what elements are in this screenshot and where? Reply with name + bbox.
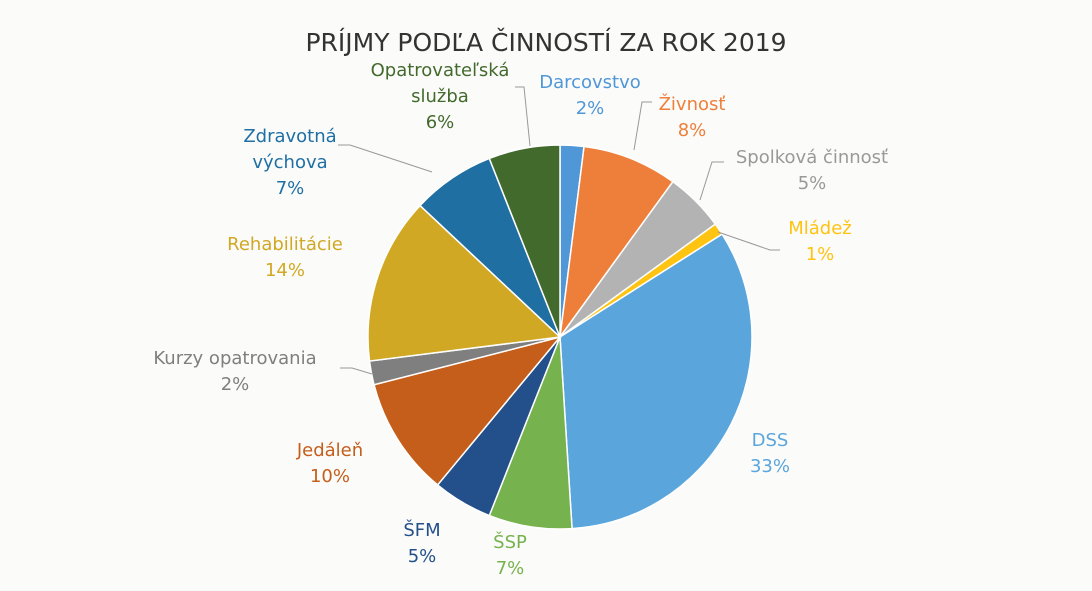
pie-slice: [488, 144, 561, 338]
value-label: 14%: [264, 260, 305, 281]
data-label: Zdravotná výchova 7%: [220, 124, 360, 202]
category-label: Jedáleň: [296, 440, 364, 461]
pie-slice: [373, 335, 563, 486]
value-label: 7%: [495, 558, 525, 579]
data-label: Spolková činnosť 5%: [702, 145, 922, 197]
category-label: Spolková činnosť: [735, 147, 889, 168]
data-label: Mládež 1%: [770, 216, 870, 268]
data-label: Živnosť 8%: [632, 92, 752, 144]
category-label: Opatrovateľská služba: [370, 60, 510, 107]
value-label: 8%: [677, 120, 707, 141]
value-label: 5%: [797, 173, 827, 194]
chart-title: PRÍJMY PODĽA ČINNOSTÍ ZA ROK 2019: [305, 28, 787, 57]
category-label: Rehabilitácie: [227, 234, 343, 255]
pie-slice: [367, 204, 562, 362]
leader-line: [699, 161, 724, 201]
value-label: 5%: [407, 546, 437, 567]
category-label: Zdravotná výchova: [243, 126, 337, 173]
value-label: 6%: [425, 112, 455, 133]
value-label: 10%: [309, 466, 350, 487]
category-label: Živnosť: [658, 94, 726, 115]
data-label: DSS 33%: [730, 428, 810, 480]
data-label: Opatrovateľská služba 6%: [355, 58, 525, 136]
value-label: 2%: [220, 374, 250, 395]
category-label: Kurzy opatrovania: [153, 348, 317, 369]
leader-line: [338, 144, 433, 173]
leader-line: [717, 231, 780, 251]
value-label: 1%: [805, 244, 835, 265]
value-label: 33%: [749, 456, 790, 477]
data-label: Kurzy opatrovania 2%: [125, 346, 345, 398]
pie-slice: [559, 145, 674, 338]
data-label: Jedáleň 10%: [270, 438, 390, 490]
leader-line: [515, 86, 531, 147]
data-label: Darcovstvo 2%: [520, 70, 660, 122]
category-label: Darcovstvo: [539, 72, 641, 93]
pie-slice: [559, 233, 753, 530]
data-label: Rehabilitácie 14%: [195, 232, 375, 284]
category-label: ŠSP: [493, 532, 527, 553]
category-label: DSS: [751, 430, 789, 451]
category-label: ŠFM: [403, 520, 441, 541]
value-label: 7%: [275, 178, 305, 199]
leader-line: [633, 101, 652, 151]
data-label: ŠFM 5%: [382, 518, 462, 570]
category-label: Mládež: [788, 218, 852, 239]
value-label: 2%: [575, 98, 605, 119]
leader-line: [340, 367, 373, 375]
data-label: ŠSP 7%: [470, 530, 550, 582]
